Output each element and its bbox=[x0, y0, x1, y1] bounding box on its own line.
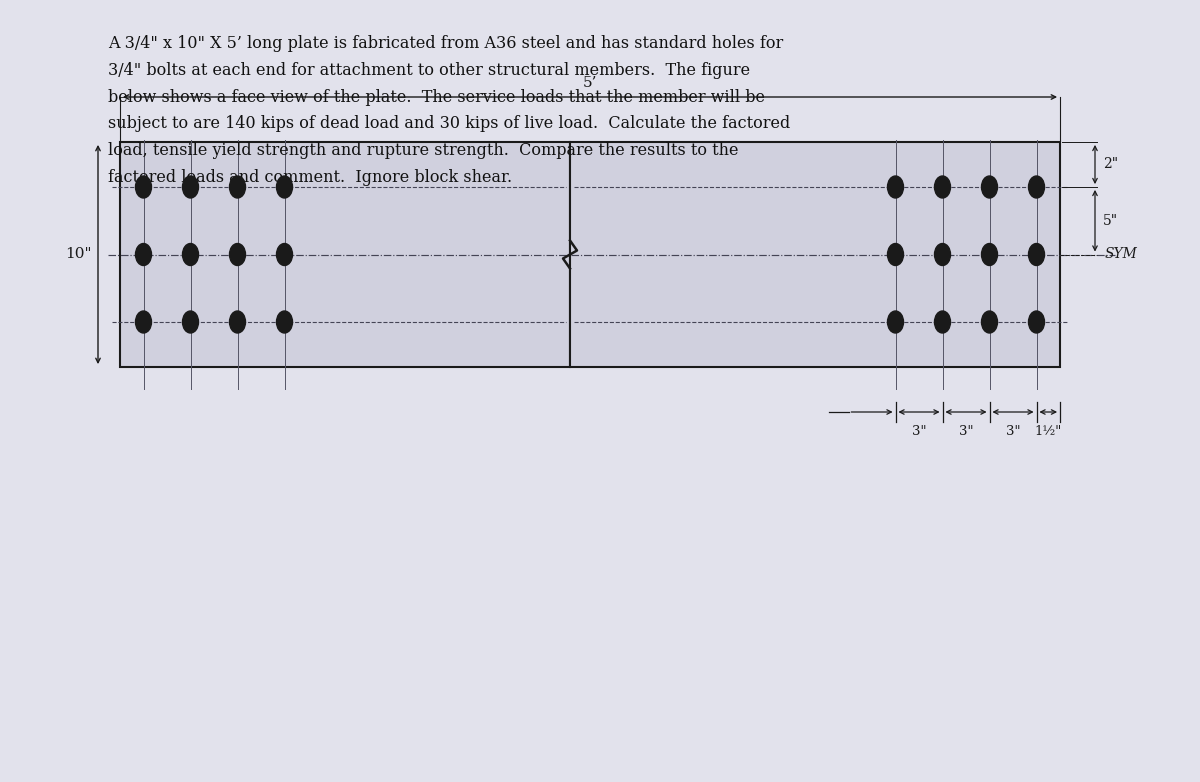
Text: 1½": 1½" bbox=[1034, 425, 1062, 438]
Ellipse shape bbox=[182, 311, 198, 333]
Ellipse shape bbox=[1028, 243, 1044, 266]
Ellipse shape bbox=[182, 176, 198, 198]
Text: A 3/4" x 10" X 5’ long plate is fabricated from A36 steel and has standard holes: A 3/4" x 10" X 5’ long plate is fabricat… bbox=[108, 35, 784, 52]
Ellipse shape bbox=[935, 311, 950, 333]
Ellipse shape bbox=[888, 176, 904, 198]
Text: 5": 5" bbox=[1103, 213, 1118, 228]
Ellipse shape bbox=[182, 243, 198, 266]
Text: 3": 3" bbox=[1006, 425, 1020, 438]
Text: 3": 3" bbox=[912, 425, 926, 438]
Ellipse shape bbox=[1028, 311, 1044, 333]
Ellipse shape bbox=[935, 176, 950, 198]
Ellipse shape bbox=[229, 311, 246, 333]
Ellipse shape bbox=[1028, 176, 1044, 198]
Ellipse shape bbox=[888, 243, 904, 266]
Text: load, tensile yield strength and rupture strength.  Compare the results to the: load, tensile yield strength and rupture… bbox=[108, 142, 738, 159]
Ellipse shape bbox=[982, 243, 997, 266]
Text: 3/4" bolts at each end for attachment to other structural members.  The figure: 3/4" bolts at each end for attachment to… bbox=[108, 62, 750, 79]
Ellipse shape bbox=[276, 311, 293, 333]
Text: 2": 2" bbox=[1103, 157, 1118, 171]
Text: below shows a face view of the plate.  The service loads that the member will be: below shows a face view of the plate. Th… bbox=[108, 88, 766, 106]
Ellipse shape bbox=[136, 176, 151, 198]
Text: 3": 3" bbox=[959, 425, 973, 438]
Text: factored loads and comment.  Ignore block shear.: factored loads and comment. Ignore block… bbox=[108, 169, 512, 185]
Ellipse shape bbox=[229, 243, 246, 266]
Ellipse shape bbox=[982, 311, 997, 333]
Ellipse shape bbox=[136, 243, 151, 266]
Ellipse shape bbox=[276, 176, 293, 198]
Text: SYM: SYM bbox=[1105, 247, 1138, 261]
Bar bbox=[120, 142, 570, 367]
Ellipse shape bbox=[982, 176, 997, 198]
Ellipse shape bbox=[276, 243, 293, 266]
Text: subject to are 140 kips of dead load and 30 kips of live load.  Calculate the fa: subject to are 140 kips of dead load and… bbox=[108, 115, 791, 132]
Ellipse shape bbox=[229, 176, 246, 198]
Text: 5’: 5’ bbox=[583, 76, 598, 90]
Bar bbox=[570, 142, 1060, 367]
Ellipse shape bbox=[888, 311, 904, 333]
Text: 10": 10" bbox=[66, 247, 92, 261]
Ellipse shape bbox=[136, 311, 151, 333]
Ellipse shape bbox=[935, 243, 950, 266]
